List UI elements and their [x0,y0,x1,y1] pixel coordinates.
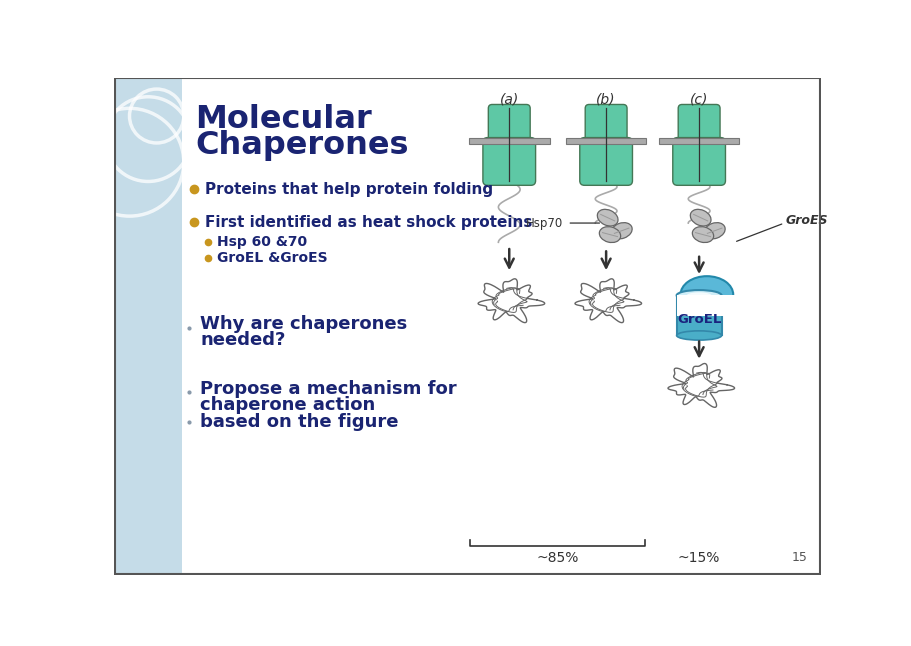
FancyBboxPatch shape [678,105,720,141]
Text: Hsp 60 &70: Hsp 60 &70 [217,234,307,249]
Bar [468,138,549,144]
Bar [114,78,182,575]
Text: (b): (b) [596,92,615,106]
Text: chaperone action: chaperone action [200,396,374,414]
Text: (c): (c) [690,92,708,106]
FancyBboxPatch shape [585,105,627,141]
Text: First identified as heat shock proteins: First identified as heat shock proteins [204,214,531,230]
Text: 15: 15 [791,551,807,564]
Bar [676,295,721,335]
Text: ~15%: ~15% [677,551,720,565]
Ellipse shape [686,293,711,298]
Polygon shape [667,364,733,408]
Bar [658,138,739,144]
Ellipse shape [599,227,620,242]
Ellipse shape [676,290,721,301]
Text: GroEL: GroEL [676,313,721,326]
Ellipse shape [597,209,618,226]
Polygon shape [574,279,640,322]
FancyBboxPatch shape [487,105,529,141]
Text: Molecular: Molecular [195,105,372,136]
Text: based on the figure: based on the figure [200,413,398,431]
Ellipse shape [691,227,713,242]
Polygon shape [477,279,544,322]
Ellipse shape [610,223,631,239]
Text: ~85%: ~85% [536,551,578,565]
Text: needed?: needed? [200,331,285,349]
Ellipse shape [676,331,721,340]
Text: GroEL &GroES: GroEL &GroES [217,251,327,265]
FancyBboxPatch shape [482,138,535,185]
Text: Chaperones: Chaperones [195,130,408,161]
FancyBboxPatch shape [579,138,632,185]
Ellipse shape [680,276,732,313]
Text: Hsp70: Hsp70 [526,216,563,229]
Ellipse shape [703,223,724,239]
Text: Propose a mechanism for: Propose a mechanism for [200,380,456,397]
Ellipse shape [690,209,711,226]
Text: GroES: GroES [785,214,827,227]
FancyBboxPatch shape [672,138,724,185]
Text: (a): (a) [499,92,518,106]
Bar [677,295,735,317]
Text: Proteins that help protein folding: Proteins that help protein folding [204,182,492,196]
Text: Why are chaperones: Why are chaperones [200,315,407,333]
Bar [565,138,646,144]
